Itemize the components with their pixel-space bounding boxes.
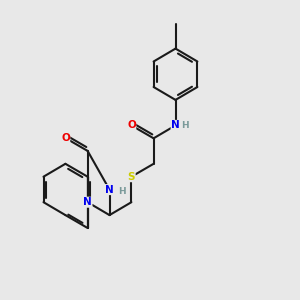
Text: S: S (128, 172, 135, 182)
Text: N: N (171, 120, 180, 130)
Text: O: O (127, 120, 136, 130)
Text: N: N (83, 197, 92, 207)
Text: N: N (105, 184, 114, 195)
Text: O: O (61, 133, 70, 143)
Text: H: H (181, 121, 188, 130)
Text: H: H (118, 187, 126, 196)
